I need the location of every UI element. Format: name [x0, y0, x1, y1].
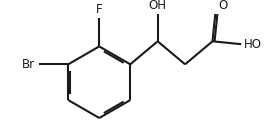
Text: O: O [218, 0, 227, 12]
Text: F: F [96, 3, 103, 16]
Text: OH: OH [149, 0, 167, 12]
Text: Br: Br [22, 58, 35, 71]
Text: HO: HO [244, 38, 262, 51]
